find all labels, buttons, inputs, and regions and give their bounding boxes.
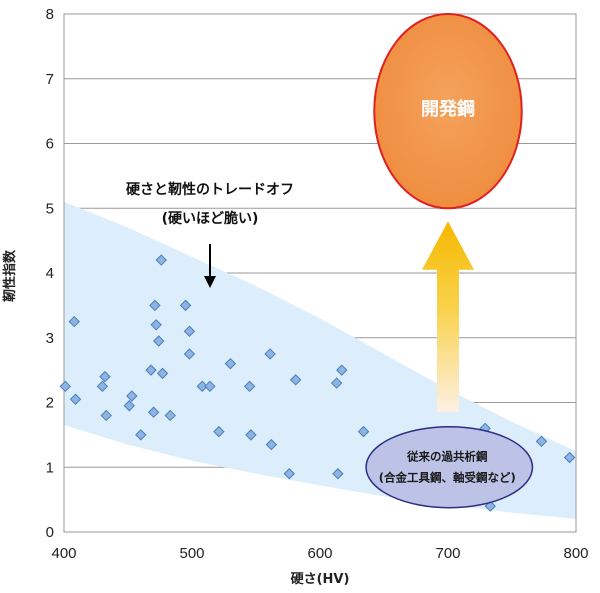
- data-point: [149, 299, 161, 312]
- data-point: [69, 393, 82, 405]
- tradeoff-arrow-icon: [204, 244, 216, 288]
- tradeoff-annotation-line1: 硬さと靭性のトレードオフ: [126, 181, 294, 198]
- y-axis-ticks: 0 1 2 3 4 5 6 7 8: [46, 6, 54, 541]
- data-point: [145, 364, 157, 376]
- data-point: [243, 380, 256, 393]
- y-tick-label: 4: [46, 265, 54, 282]
- y-tick-label: 6: [46, 136, 54, 153]
- data-point: [135, 429, 147, 441]
- y-tick-label: 0: [46, 524, 54, 541]
- conventional-steel-label-line2: (合金工具鋼、軸受鋼など): [379, 470, 516, 484]
- tradeoff-annotation-line2: (硬いほど脆い): [162, 210, 259, 227]
- y-tick-label: 8: [46, 6, 54, 23]
- data-point: [68, 315, 80, 328]
- data-point: [164, 409, 176, 422]
- data-point: [283, 468, 295, 480]
- data-point: [183, 348, 196, 360]
- developed-steel-label: 開発鋼: [421, 98, 475, 120]
- data-point: [357, 425, 370, 438]
- data-point: [330, 377, 343, 389]
- data-point: [153, 335, 165, 347]
- data-point: [224, 357, 237, 370]
- conventional-steel-label-line1: 従来の過共析鋼: [406, 449, 488, 463]
- data-point: [156, 367, 169, 380]
- data-point: [147, 406, 160, 418]
- data-point: [99, 370, 111, 383]
- data-point: [59, 380, 71, 393]
- data-point: [213, 425, 225, 438]
- data-point: [264, 348, 276, 360]
- data-point: [332, 468, 344, 480]
- y-tick-label: 5: [46, 200, 54, 217]
- data-point: [100, 409, 112, 422]
- x-tick-label: 600: [307, 545, 332, 562]
- y-tick-label: 3: [46, 330, 54, 347]
- data-point: [196, 380, 208, 393]
- data-point: [179, 299, 192, 312]
- developed-steel-ellipse: [373, 13, 523, 210]
- data-point: [96, 380, 109, 393]
- x-tick-label: 500: [179, 545, 204, 562]
- plot-frame: [63, 13, 577, 533]
- x-axis-title: 硬さ(HV): [291, 572, 350, 587]
- improvement-arrow-icon: [422, 221, 474, 413]
- data-point: [183, 325, 196, 337]
- y-tick-label: 2: [46, 395, 54, 412]
- data-point: [535, 435, 548, 448]
- data-point: [150, 319, 162, 331]
- data-point: [123, 400, 135, 412]
- x-tick-label: 400: [51, 545, 76, 562]
- data-point: [126, 390, 138, 402]
- x-tick-label: 800: [563, 545, 588, 562]
- data-point: [563, 451, 576, 464]
- y-tick-label: 7: [46, 71, 54, 88]
- conventional-steel-ellipse: [365, 426, 534, 509]
- data-point: [245, 429, 257, 441]
- data-point: [155, 254, 167, 266]
- y-axis-title: 靭性指数: [2, 249, 18, 302]
- data-point: [204, 380, 216, 393]
- x-tick-label: 700: [435, 545, 460, 562]
- x-axis-ticks: 400 500 600 700 800: [51, 545, 588, 562]
- y-tick-label: 1: [46, 459, 54, 476]
- data-point: [336, 364, 348, 376]
- data-point: [289, 374, 302, 386]
- data-point: [265, 438, 278, 451]
